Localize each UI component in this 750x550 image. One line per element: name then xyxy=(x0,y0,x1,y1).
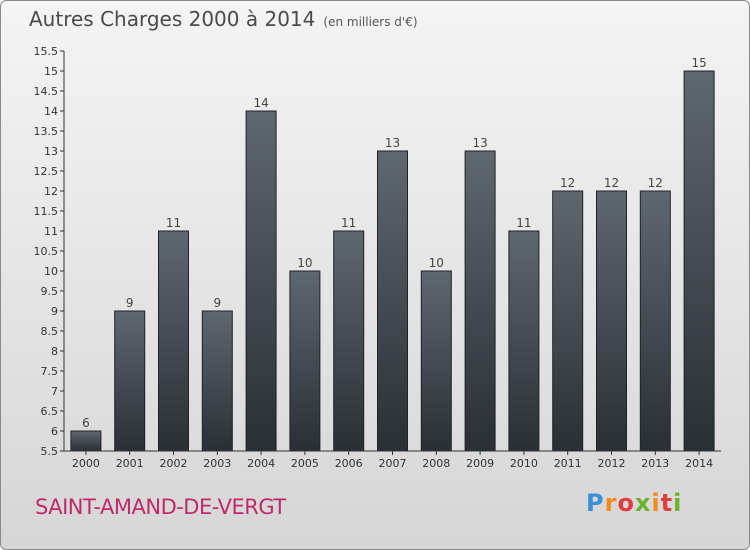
bar-2005 xyxy=(289,270,321,452)
y-tick-label: 11.5 xyxy=(34,205,59,218)
y-tick-label: 11 xyxy=(44,225,58,238)
bar-value-label: 11 xyxy=(516,216,531,230)
chart-title-text: Autres Charges 2000 à 2014 xyxy=(29,7,316,31)
bar-value-label: 13 xyxy=(385,136,400,150)
y-tick-label: 9.5 xyxy=(41,285,59,298)
bar-2006 xyxy=(333,230,365,452)
y-tick-label: 8 xyxy=(51,345,58,358)
x-tick-label: 2007 xyxy=(379,457,407,470)
bar-value-label: 13 xyxy=(472,136,487,150)
bar-2000 xyxy=(70,430,102,452)
y-tick-label: 12.5 xyxy=(34,165,59,178)
bar-value-label: 6 xyxy=(82,416,90,430)
chart-subtitle: (en milliers d'€) xyxy=(323,15,418,29)
x-tick-label: 2013 xyxy=(641,457,669,470)
bar-2007 xyxy=(377,150,408,452)
y-tick-label: 6.5 xyxy=(41,405,59,418)
y-tick-label: 10 xyxy=(44,265,58,278)
proxiti-logo: Proxiti xyxy=(586,489,683,517)
bar-2008 xyxy=(420,270,452,452)
y-tick-label: 15.5 xyxy=(34,45,59,58)
bar-value-label: 15 xyxy=(691,56,706,70)
bar-2012 xyxy=(596,190,627,452)
bar-2013 xyxy=(639,190,671,452)
bar-2001 xyxy=(114,310,146,452)
bar-2004 xyxy=(245,110,277,452)
bar-value-label: 12 xyxy=(648,176,663,190)
x-tick-label: 2004 xyxy=(247,457,275,470)
bar-value-label: 9 xyxy=(213,296,221,310)
y-tick-label: 13.5 xyxy=(34,125,59,138)
bar-value-label: 10 xyxy=(297,256,312,270)
y-tick-label: 7.5 xyxy=(41,365,59,378)
y-tick-label: 12 xyxy=(44,185,58,198)
x-tick-label: 2002 xyxy=(160,457,188,470)
bar-value-label: 12 xyxy=(560,176,575,190)
commune-name: SAINT-AMAND-DE-VERGT xyxy=(35,495,286,519)
bar-2003 xyxy=(201,310,233,452)
y-tick-label: 10.5 xyxy=(34,245,59,258)
x-tick-label: 2012 xyxy=(598,457,626,470)
y-tick-label: 8.5 xyxy=(41,325,59,338)
x-tick-label: 2008 xyxy=(422,457,450,470)
bar-value-label: 10 xyxy=(429,256,444,270)
y-tick-label: 14.5 xyxy=(34,85,59,98)
bar-value-label: 12 xyxy=(604,176,619,190)
x-tick-label: 2014 xyxy=(685,457,713,470)
x-tick-label: 2006 xyxy=(335,457,363,470)
x-tick-label: 2001 xyxy=(116,457,144,470)
x-tick-label: 2010 xyxy=(510,457,538,470)
y-tick-label: 13 xyxy=(44,145,58,158)
x-tick-label: 2009 xyxy=(466,457,494,470)
bar-2002 xyxy=(158,230,189,452)
y-tick-label: 14 xyxy=(44,105,58,118)
bar-value-label: 11 xyxy=(166,216,181,230)
bar-value-label: 9 xyxy=(126,296,134,310)
x-tick-label: 2003 xyxy=(203,457,231,470)
chart-title: Autres Charges 2000 à 2014 (en milliers d… xyxy=(29,7,418,31)
bar-value-label: 14 xyxy=(253,96,268,110)
y-tick-label: 5.5 xyxy=(41,445,59,458)
y-tick-label: 15 xyxy=(44,65,58,78)
bar-2014 xyxy=(683,70,715,452)
bar-2009 xyxy=(464,150,496,452)
bar-2011 xyxy=(552,190,584,452)
bar-2010 xyxy=(508,230,540,452)
bar-value-label: 11 xyxy=(341,216,356,230)
y-tick-label: 9 xyxy=(51,305,58,318)
x-tick-label: 2000 xyxy=(72,457,100,470)
y-tick-label: 6 xyxy=(51,425,58,438)
x-tick-label: 2011 xyxy=(554,457,582,470)
y-tick-label: 7 xyxy=(51,385,58,398)
x-tick-label: 2005 xyxy=(291,457,319,470)
